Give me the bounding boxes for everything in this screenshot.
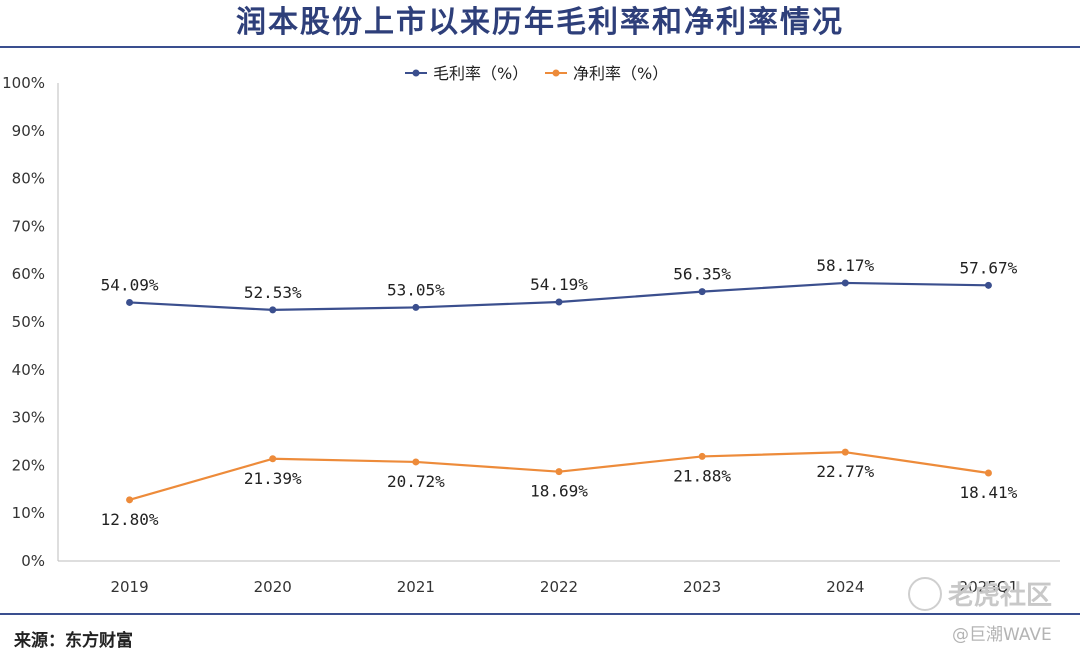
y-tick-label: 100%	[2, 74, 45, 92]
y-tick-label: 20%	[12, 456, 45, 474]
data-point	[412, 458, 420, 466]
source-note: 来源：东方财富	[14, 631, 133, 651]
x-tick-label: 2025Q1	[959, 578, 1019, 596]
watermark-brand-text: 老虎社区	[948, 581, 1053, 611]
data-label: 12.80%	[101, 510, 159, 529]
watermark-brand: 老虎社区	[908, 575, 1052, 612]
legend-label-0: 毛利率（%）	[433, 64, 528, 83]
data-label: 22.77%	[816, 462, 874, 481]
data-label: 58.17%	[816, 256, 874, 275]
y-tick-label: 60%	[12, 265, 45, 283]
y-tick-label: 10%	[12, 504, 45, 522]
chart-title: 润本股份上市以来历年毛利率和净利率情况	[236, 5, 844, 40]
y-tick-label: 0%	[21, 552, 45, 570]
data-point	[126, 496, 134, 504]
data-label: 54.09%	[101, 275, 159, 294]
data-label: 57.67%	[960, 258, 1018, 277]
x-tick-label: 2023	[683, 578, 721, 596]
line-chart: 0% 10% 20% 30% 40% 50% 60% 70% 80% 90% 100% 2019 202…	[2, 64, 1060, 596]
y-tick-label: 50%	[12, 313, 45, 331]
data-point	[984, 281, 992, 289]
data-point	[555, 468, 563, 476]
data-point	[269, 455, 277, 463]
data-point	[984, 469, 992, 477]
data-point	[698, 288, 706, 296]
data-label: 52.53%	[244, 283, 302, 302]
chart-legend: 毛利率（%） 净利率（%）	[405, 64, 668, 83]
data-label: 20.72%	[387, 472, 445, 491]
x-tick-label: 2019	[110, 578, 148, 596]
legend-label-1: 净利率（%）	[573, 64, 668, 83]
y-tick-label: 40%	[12, 361, 45, 379]
y-tick-label: 80%	[12, 170, 45, 188]
y-tick-label: 70%	[12, 217, 45, 235]
y-tick-label: 90%	[12, 122, 45, 140]
data-point	[555, 298, 563, 306]
data-point	[412, 303, 420, 311]
data-label: 18.41%	[960, 483, 1018, 502]
x-tick-label: 2024	[826, 578, 864, 596]
data-point	[841, 279, 849, 287]
footer-divider	[0, 613, 1080, 615]
x-tick-label: 2022	[540, 578, 578, 596]
legend-marker-1	[552, 69, 560, 77]
data-label: 56.35%	[673, 265, 731, 284]
chart-axes: 0% 10% 20% 30% 40% 50% 60% 70% 80% 90% 100% 2019 202…	[2, 74, 1060, 596]
chart-series: 54.09% 52.53% 53.05% 54.19% 56.35% 58.17% 57.6…	[101, 256, 1018, 529]
data-label: 54.19%	[530, 275, 588, 294]
title-divider	[0, 46, 1080, 48]
data-point	[126, 298, 134, 306]
data-point	[269, 306, 277, 314]
data-label: 53.05%	[387, 280, 445, 299]
watermark-handle: @巨潮WAVE	[952, 625, 1052, 645]
tiger-paw-icon	[908, 576, 942, 611]
x-tick-label: 2020	[254, 578, 292, 596]
x-tick-label: 2021	[397, 578, 435, 596]
data-point	[698, 452, 706, 460]
y-tick-label: 30%	[12, 409, 45, 427]
data-label: 21.88%	[673, 466, 731, 485]
legend-marker-0	[412, 69, 420, 77]
data-label: 21.39%	[244, 469, 302, 488]
data-label: 18.69%	[530, 482, 588, 501]
data-point	[841, 448, 849, 456]
